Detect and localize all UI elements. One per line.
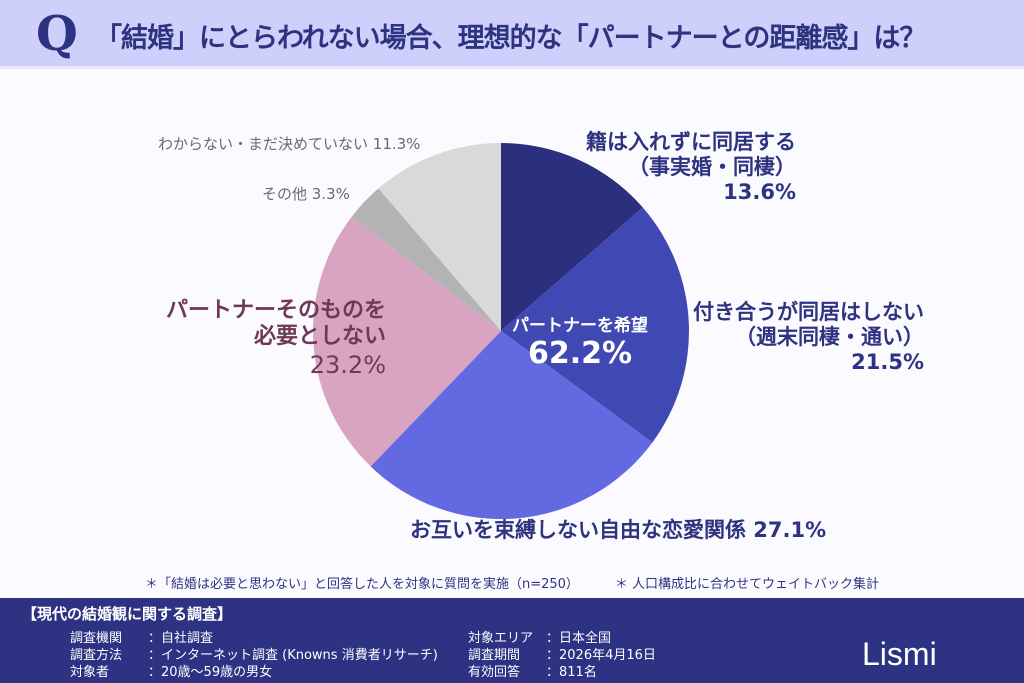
- lismi-logo: Lismi: [862, 636, 937, 672]
- survey-title: 【現代の結婚観に関する調査】: [22, 605, 233, 623]
- pie-slice-6: [378, 143, 501, 331]
- header: Q 「結婚」にとらわれない場合、理想的な「パートナーとの距離感」は？: [0, 0, 1024, 69]
- info-row: 有効回答 ：811名: [468, 665, 597, 680]
- pie-slice-3: [370, 331, 653, 519]
- pie-slice-2: [501, 207, 689, 443]
- info-row: 調査期間 ：2026年4月16日: [468, 648, 656, 663]
- page-title: 「結婚」にとらわれない場合、理想的な「パートナーとの距離感」は？: [95, 23, 926, 54]
- info-row: 調査機関 ：自社調査: [70, 631, 214, 646]
- q-logo-icon: Q: [36, 6, 78, 62]
- label-slice-4: パートナーそのものを 必要としない 23.2%: [166, 298, 387, 379]
- info-row: 対象エリア ：日本全国: [468, 631, 612, 646]
- note-2: ＊ 人口構成比に合わせてウェイトバック集計: [614, 577, 880, 592]
- note-1: ＊「結婚は必要と思わない」と回答した人を対象に質問を実施（n=250）: [144, 577, 579, 592]
- pie-slice-4: [312, 216, 501, 467]
- label-slice-5: その他 3.3%: [262, 185, 350, 203]
- survey-info: 【現代の結婚観に関する調査】 調査機関 ：自社調査 調査方法 ：インターネット調査 …: [0, 598, 1024, 683]
- info-row: 調査方法 ：インターネット調査 (Knowns 消費者リサーチ): [70, 648, 438, 663]
- label-slice-1: 籍は入れずに同居する （事実婚・同棲） 13.6%: [586, 130, 796, 205]
- footnotes: ＊「結婚は必要と思わない」と回答した人を対象に質問を実施（n=250） ＊ 人口構…: [0, 573, 1024, 592]
- center-label: パートナーを希望 62.2%: [512, 316, 648, 372]
- pie-slice-5: [351, 188, 501, 331]
- label-slice-3: お互いを束縛しない自由な恋愛関係 27.1%: [410, 518, 827, 542]
- pie-slice-1: [501, 143, 643, 331]
- label-slice-2: 付き合うが同居はしない （週末同棲・通い） 21.5%: [693, 300, 924, 375]
- label-slice-6: わからない・まだ決めていない 11.3%: [158, 135, 421, 153]
- info-row: 対象者 ：20歳～59歳の男女: [70, 665, 273, 680]
